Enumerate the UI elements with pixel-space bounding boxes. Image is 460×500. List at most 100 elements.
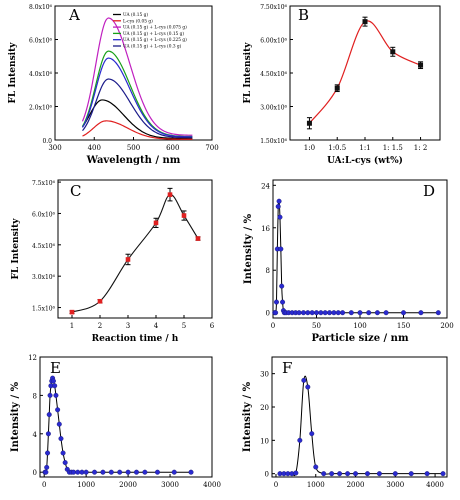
data-point: [309, 431, 315, 437]
data-point: [79, 469, 85, 475]
y-axis-label: FL Intensity: [8, 42, 18, 104]
data-point: [318, 310, 324, 316]
plot-frame: [272, 179, 448, 319]
data-point: [47, 392, 53, 398]
x-tick-label: 2000: [119, 481, 137, 489]
legend-label: UA (0.15 g) + L-cys (0.075 g): [123, 26, 187, 31]
x-tick-label: 1:0.5: [328, 144, 346, 152]
x-axis-label: Particle size / nm: [311, 333, 409, 344]
x-tick-label: 5: [182, 322, 186, 330]
y-tick-label: 8: [266, 267, 270, 275]
data-point: [75, 469, 81, 475]
data-point: [276, 198, 282, 204]
panel-E: E 0 4 8 12 0 1000 2000 3000 4000 Intensity / %: [10, 354, 221, 489]
x-tick-label: 600: [166, 144, 179, 152]
data-point: [125, 257, 131, 262]
x-axis-label: Wavelength / nm: [86, 155, 181, 166]
y-tick-label: 2.0x10⁶: [29, 105, 53, 112]
fit-line: [308, 20, 421, 124]
data-point: [62, 460, 68, 466]
fit-line: [274, 199, 439, 314]
y-tick-label: 1.5x10⁶: [32, 306, 56, 313]
y-tick-label: 6.0x10⁶: [29, 38, 53, 45]
data-point: [364, 471, 370, 477]
data-point: [322, 310, 328, 316]
data-point: [337, 471, 343, 477]
data-point: [280, 299, 286, 305]
data-point: [408, 471, 414, 477]
y-tick-label: 0: [266, 310, 270, 318]
data-point: [440, 471, 446, 477]
data-point: [327, 310, 333, 316]
data-point: [273, 299, 279, 305]
data-point: [293, 470, 299, 476]
data-point: [392, 471, 398, 477]
data-point: [313, 464, 319, 470]
panel-letter: D: [423, 182, 435, 200]
legend: UA (0.15 g)L-cys (0.05 g) UA (0.15 g) + L…: [113, 13, 187, 50]
x-tick-label: 0: [42, 481, 46, 489]
panel-letter: B: [298, 6, 309, 24]
panel-B: B 1.50x10⁶ 3.00x10⁶ 4.50x10⁶ 6.00x10⁶ 7.50x10…: [243, 4, 441, 166]
plot-frame: [271, 356, 448, 478]
data-point: [58, 436, 64, 442]
data-point: [50, 378, 56, 384]
y-tick-label: 0.0: [42, 138, 52, 145]
x-tick-label: 1: [70, 322, 74, 330]
y-tick-label: 4.50x10⁶: [260, 71, 287, 78]
data-point: [348, 310, 354, 316]
y-tick-label: 4.0x10⁶: [29, 71, 53, 78]
y-axis-label: Intensity / %: [243, 213, 254, 284]
x-tick-label: 1:0: [304, 144, 315, 152]
y-tick-label: 6.0x10⁶: [32, 211, 56, 218]
x-tick-label: 150: [397, 322, 410, 330]
y-tick-label: 1.50x10⁶: [260, 138, 287, 145]
data-point: [424, 471, 430, 477]
panel-D: D 0 8 16 24 0 50 100 150 200 Intensity / % Particle…: [243, 179, 454, 344]
x-tick-label: 1: 2: [414, 144, 428, 152]
x-tick-label: 3000: [161, 481, 179, 489]
data-point: [125, 469, 131, 475]
panel-letter: E: [50, 359, 61, 377]
data-point: [188, 469, 194, 475]
data-point: [71, 469, 77, 475]
x-tick-label: 200: [440, 322, 453, 330]
plot-frame: [57, 179, 213, 319]
data-point: [305, 384, 311, 390]
y-axis-label: FL Intensity: [243, 42, 253, 104]
x-tick-label: 500: [127, 144, 140, 152]
y-tick-label: 0: [265, 471, 269, 479]
data-point: [52, 383, 58, 389]
legend-label: L-cys (0.05 g): [123, 19, 153, 24]
fit-line: [44, 377, 192, 474]
data-point: [97, 298, 103, 304]
x-tick-label: 300: [48, 144, 61, 152]
data-point: [321, 471, 327, 477]
data-point: [117, 469, 123, 475]
panel-letter: A: [68, 6, 80, 24]
data-point: [357, 310, 363, 316]
data-point: [334, 85, 340, 91]
y-tick-label: 10: [260, 437, 269, 445]
data-point: [374, 310, 380, 316]
data-point: [100, 469, 106, 475]
x-tick-label: 0: [271, 322, 275, 330]
data-point: [92, 469, 98, 475]
y-axis-label: Intensity / %: [10, 381, 21, 452]
panel-F: F 0 10 20 30 0 1000 2000 3000 4000 Intensity / %: [242, 356, 448, 489]
fit-line: [71, 194, 199, 313]
data-point: [53, 392, 59, 398]
y-tick-label: 7.50x10⁶: [260, 4, 287, 11]
series-line: [82, 78, 193, 139]
data-point: [435, 310, 441, 316]
x-tick-label: 2000: [347, 481, 365, 489]
data-point: [418, 62, 424, 68]
data-point: [45, 431, 51, 437]
data-point: [153, 220, 159, 226]
data-point: [305, 310, 311, 316]
y-tick-label: 16: [261, 225, 270, 233]
data-point: [309, 310, 315, 316]
data-point: [297, 437, 303, 443]
x-axis-label: UA:L-cys (wt%): [327, 155, 403, 166]
data-point: [279, 283, 285, 289]
